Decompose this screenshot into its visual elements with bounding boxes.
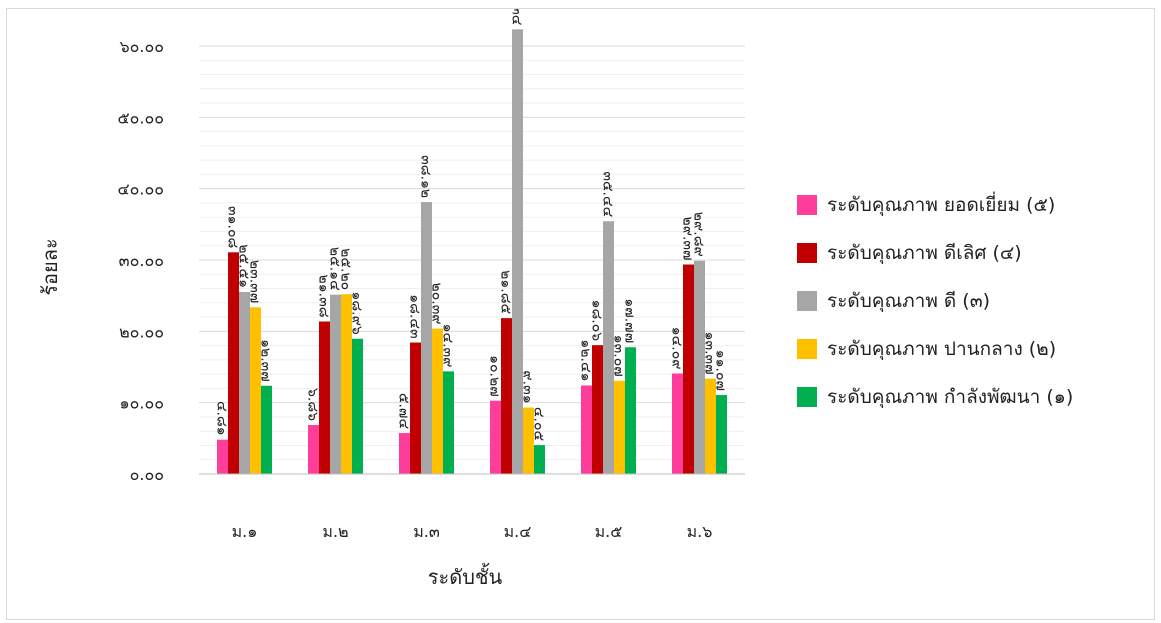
bar xyxy=(319,321,330,474)
y-tick-label: ๑๐.๐๐ xyxy=(119,394,164,413)
y-tick-labels: ๐.๐๐ ๑๐.๐๐ ๒๐.๐๐ ๓๐.๐๐ ๔๐.๐๐ ๕๐.๐๐ ๖๐.๐๐ xyxy=(118,37,165,484)
y-tick-label: ๓๐.๐๐ xyxy=(119,251,164,270)
bar xyxy=(592,345,603,474)
legend-swatch xyxy=(797,291,817,311)
bar xyxy=(261,385,272,474)
y-tick-label: ๖๐.๐๐ xyxy=(119,37,164,56)
data-label: ๑๘.๙๖ xyxy=(349,291,365,334)
data-label: ๔.๐๕ xyxy=(531,407,547,441)
bar xyxy=(501,318,512,474)
bar xyxy=(672,373,683,474)
data-label: ๒๕.๕๑ xyxy=(236,244,252,288)
bar xyxy=(410,342,421,474)
bar xyxy=(512,29,523,474)
bar xyxy=(399,433,410,474)
legend-item: ระดับคุณภาพ ยอดเยี่ยม (๕) xyxy=(797,181,1073,229)
x-tick-labels: ม.๑ ม.๒ ม.๓ ม.๔ ม.๕ ม.๖ xyxy=(232,522,713,541)
data-label: ๖.๘๖ xyxy=(305,388,321,421)
bar xyxy=(443,371,454,474)
bar xyxy=(330,294,341,474)
bar xyxy=(308,425,319,474)
data-label: ๕.๗๔ xyxy=(396,393,412,429)
bar xyxy=(432,328,443,474)
x-axis-title: ระดับชั้น xyxy=(428,563,503,589)
x-tick-label: ม.๓ xyxy=(413,522,440,541)
data-label: ๑๓.๐๗ xyxy=(611,335,627,377)
bar xyxy=(581,385,592,474)
data-label: ๓๑.๐๘ xyxy=(225,206,241,248)
legend-label: ระดับคุณภาพ ปานกลาง (๒) xyxy=(827,338,1057,360)
legend-item: ระดับคุณภาพ ดี (๓) xyxy=(797,277,1073,325)
x-tick-label: ม.๔ xyxy=(504,522,532,541)
bar xyxy=(603,221,614,474)
x-tick-label: ม.๑ xyxy=(232,522,258,541)
data-label: ๑๐.๒๗ xyxy=(487,355,503,397)
data-label: ๑๓.๓๗ xyxy=(702,332,718,375)
y-tick-label: ๕๐.๐๐ xyxy=(118,108,165,127)
data-label: ๒๙.๘๙ xyxy=(691,212,707,257)
legend-label: ระดับคุณภาพ ยอดเยี่ยม (๕) xyxy=(827,194,1056,216)
legend-swatch xyxy=(797,243,817,263)
bar xyxy=(421,202,432,474)
data-label: ๑๔.๐๙ xyxy=(669,327,685,370)
bar xyxy=(705,378,716,474)
bar xyxy=(694,260,705,474)
legend-swatch xyxy=(797,339,817,359)
bar-chart: ๐.๐๐ ๑๐.๐๐ ๒๐.๐๐ ๓๐.๐๐ ๔๐.๐๐ ๕๐.๐๐ ๖๐.๐๐ ๔.๘๑ ๓… xyxy=(38,9,745,589)
bar xyxy=(614,380,625,474)
x-tick-label: ม.๕ xyxy=(595,522,623,541)
data-label: ๒๓.๓๗ xyxy=(247,260,263,303)
data-label: ๑๘.๐๖ xyxy=(589,300,605,342)
data-label: ๒๕.๑๔ xyxy=(327,247,343,291)
x-tick-label: ม.๒ xyxy=(322,522,348,541)
bar xyxy=(683,264,694,474)
bars xyxy=(217,29,727,474)
data-label: ๙.๓๑ xyxy=(520,370,536,403)
bar xyxy=(716,395,727,474)
bar xyxy=(490,400,501,474)
data-label: ๒๙.๓๗ xyxy=(680,216,696,260)
data-label: ๑๔.๓๙ xyxy=(440,324,456,368)
legend-item: ระดับคุณภาพ ดีเลิศ (๔) xyxy=(797,229,1073,277)
legend-label: ระดับคุณภาพ ดี (๓) xyxy=(827,290,991,312)
data-label: ๑๒.๔๑ xyxy=(578,339,594,381)
bar xyxy=(217,439,228,474)
data-label: ๒๑.๘๕ xyxy=(498,270,514,314)
bar xyxy=(228,252,239,474)
legend-swatch xyxy=(797,387,817,407)
data-label: ๔.๘๑ xyxy=(214,401,230,436)
data-label: ๓๕.๔๔ xyxy=(600,171,616,217)
legend-label: ระดับคุณภาพ ดีเลิศ (๔) xyxy=(827,242,1022,264)
legend-item: ระดับคุณภาพ กำลังพัฒนา (๑) xyxy=(797,373,1073,421)
gridlines xyxy=(199,45,745,461)
data-label: ๖๒.๓๔ xyxy=(509,9,525,25)
data-label: ๑๑.๐๗ xyxy=(713,350,729,391)
y-tick-label: ๒๐.๐๐ xyxy=(119,322,164,341)
data-label: ๒๑.๓๘ xyxy=(316,275,332,318)
chart-frame: ๐.๐๐ ๑๐.๐๐ ๒๐.๐๐ ๓๐.๐๐ ๔๐.๐๐ ๕๐.๐๐ ๖๐.๐๐ ๔.๘๑ ๓… xyxy=(6,8,1155,620)
y-tick-label: ๔๐.๐๐ xyxy=(118,180,165,199)
data-label: ๑๒.๓๗ xyxy=(258,339,274,382)
data-label: ๓๘.๑๒ xyxy=(418,155,434,198)
bar xyxy=(534,445,545,474)
bar xyxy=(625,347,636,474)
bar xyxy=(250,307,261,474)
y-axis-title: ร้อยละ xyxy=(38,238,62,295)
y-tick-label: ๐.๐๐ xyxy=(130,465,164,484)
data-label: ๑๘.๔๓ xyxy=(407,294,423,338)
bar xyxy=(523,407,534,474)
legend-swatch xyxy=(797,195,817,215)
data-label: ๑๗.๗๗ xyxy=(622,298,638,343)
bar xyxy=(239,292,250,474)
legend-item: ระดับคุณภาพ ปานกลาง (๒) xyxy=(797,325,1073,373)
bar xyxy=(352,338,363,474)
bar xyxy=(341,294,352,474)
data-label: ๒๕.๒๐ xyxy=(338,248,354,290)
x-tick-label: ม.๖ xyxy=(687,522,713,541)
legend: ระดับคุณภาพ ยอดเยี่ยม (๕) ระดับคุณภาพ ดีเ… xyxy=(797,181,1073,421)
data-label: ๒๐.๓๙ xyxy=(429,282,445,324)
legend-label: ระดับคุณภาพ กำลังพัฒนา (๑) xyxy=(827,386,1074,408)
